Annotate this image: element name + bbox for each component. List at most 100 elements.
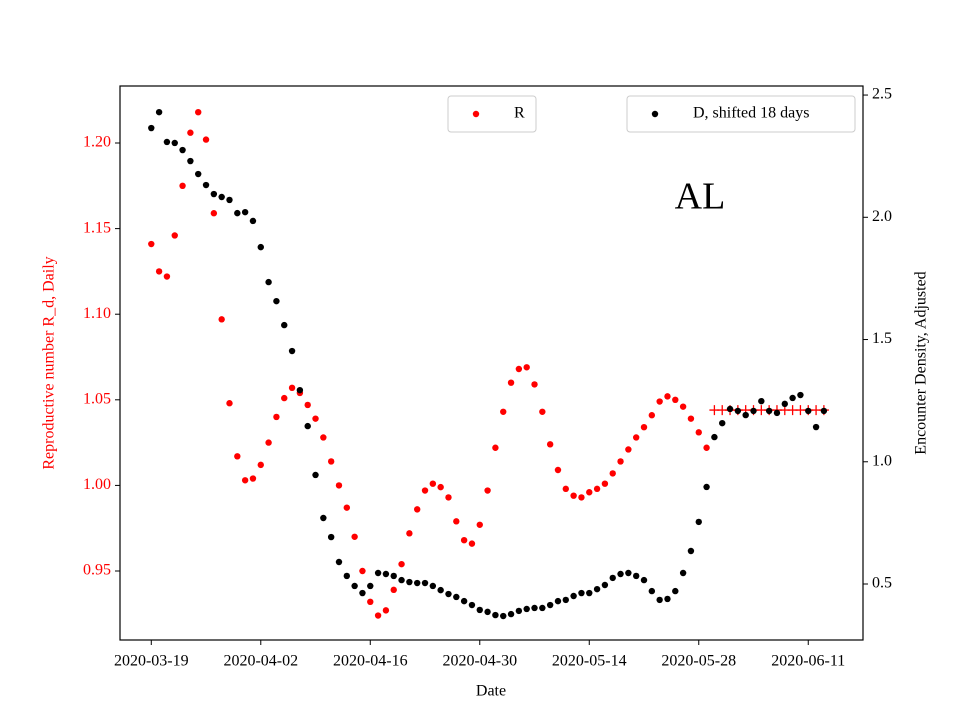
point (195, 170, 202, 178)
point (171, 139, 178, 147)
point (719, 419, 726, 427)
point (218, 316, 225, 323)
point (257, 243, 264, 251)
point (421, 487, 429, 494)
point (453, 593, 460, 601)
y2-tick-label: 0.5 (872, 575, 892, 592)
point (359, 589, 366, 597)
point (687, 547, 695, 555)
point (163, 138, 171, 146)
point (531, 381, 538, 388)
point (531, 604, 538, 612)
point (296, 386, 304, 394)
point (820, 407, 828, 415)
point (750, 407, 757, 415)
y-axis-label: Reproductive number R_d, Daily (41, 256, 58, 469)
point (586, 589, 593, 597)
point (367, 582, 374, 590)
point (249, 475, 257, 482)
plot-frame (119, 85, 864, 641)
point (218, 193, 225, 201)
point (617, 570, 624, 578)
y2-tick-label: 2.5 (872, 86, 892, 103)
point (281, 321, 288, 329)
point (445, 590, 452, 598)
point (805, 407, 812, 415)
x-tick-label: 2020-05-28 (661, 653, 736, 670)
point (288, 384, 296, 392)
point (453, 518, 460, 525)
point (273, 413, 280, 421)
point (507, 610, 515, 618)
point (648, 412, 656, 419)
legend-label: R (514, 105, 525, 122)
point (672, 587, 679, 595)
point (664, 595, 671, 603)
point (797, 391, 804, 399)
point (484, 487, 491, 494)
point (343, 504, 351, 511)
legend-swatch (472, 110, 480, 118)
point (195, 108, 202, 116)
point (492, 444, 499, 451)
annotation: AL (675, 176, 726, 218)
y-tick-label: 0.95 (83, 562, 111, 579)
point (273, 297, 280, 305)
point (625, 446, 632, 453)
x-tick-label: 2020-03-19 (114, 653, 189, 670)
point (617, 458, 624, 465)
point (656, 398, 663, 405)
point (476, 521, 483, 528)
point (554, 597, 562, 605)
point (171, 232, 178, 239)
point (664, 393, 671, 400)
point (382, 607, 390, 614)
point (367, 598, 374, 606)
point (343, 572, 351, 580)
y-tick-label: 1.05 (83, 390, 111, 407)
point (562, 596, 569, 604)
point (656, 596, 663, 604)
legend: R (447, 95, 537, 133)
point (523, 364, 530, 371)
point (781, 400, 788, 408)
point (187, 129, 194, 136)
point (429, 582, 437, 590)
point (406, 530, 413, 537)
x-tick-label: 2020-04-02 (223, 653, 298, 670)
point (460, 536, 468, 544)
point (335, 558, 343, 566)
point (414, 506, 421, 513)
point (711, 433, 718, 441)
point (374, 569, 382, 577)
point (327, 458, 335, 465)
point (437, 586, 444, 594)
point (562, 485, 569, 493)
point (187, 157, 194, 165)
point (773, 409, 781, 417)
point (601, 480, 609, 487)
point (601, 581, 609, 589)
point (335, 482, 343, 489)
point (226, 196, 233, 204)
point (593, 485, 601, 493)
point (320, 434, 327, 441)
point (445, 494, 452, 501)
point (539, 408, 546, 415)
legend-label: D, shifted 18 days (693, 105, 809, 122)
y2-axis-label: Encounter Density, Adjusted (913, 271, 930, 454)
point (546, 441, 554, 448)
point (695, 518, 702, 526)
point (241, 208, 249, 216)
point (241, 477, 249, 484)
point (288, 347, 296, 355)
point (742, 411, 749, 419)
point (578, 494, 585, 501)
point (351, 533, 358, 540)
point (546, 601, 554, 609)
point (429, 480, 437, 487)
point (265, 278, 272, 286)
point (570, 492, 577, 499)
point (202, 181, 210, 189)
point (351, 582, 358, 590)
